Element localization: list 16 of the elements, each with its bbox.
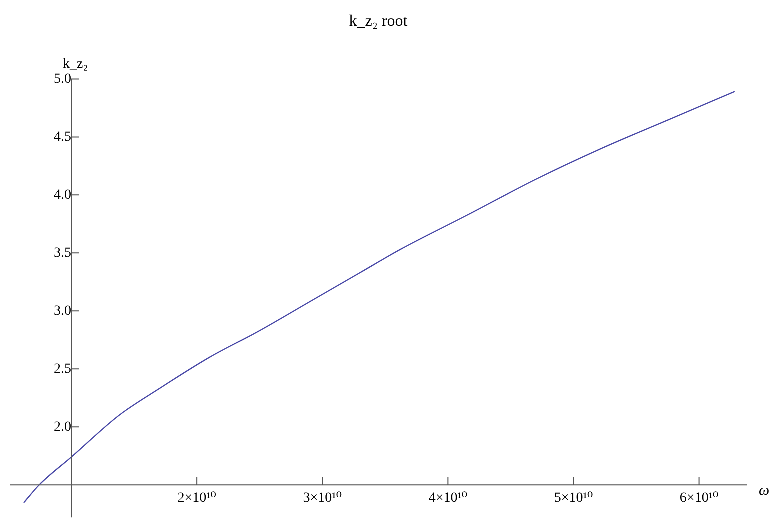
y-axis-title: k_z₂ xyxy=(62,56,88,72)
y-tick-label: 4.5 xyxy=(54,130,72,145)
x-tick-label: 4×10¹⁰ xyxy=(428,491,468,506)
x-tick-label: 6×10¹⁰ xyxy=(680,491,720,506)
x-tick-label: 3×10¹⁰ xyxy=(303,491,342,506)
chart-title: k_z₂ root xyxy=(349,12,408,30)
y-tick-label: 4.0 xyxy=(54,188,72,203)
y-tick-label: 2.0 xyxy=(54,420,72,435)
x-tick-label: 5×10¹⁰ xyxy=(554,491,594,506)
x-tick-label: 2×10¹⁰ xyxy=(178,491,217,506)
x-axis-title: ω xyxy=(759,483,770,500)
y-tick-label: 5.0 xyxy=(54,72,72,87)
line-series xyxy=(24,91,736,504)
y-tick-label: 2.5 xyxy=(54,362,72,377)
y-tick-label: 3.5 xyxy=(54,246,72,261)
y-tick-label: 3.0 xyxy=(54,304,72,319)
